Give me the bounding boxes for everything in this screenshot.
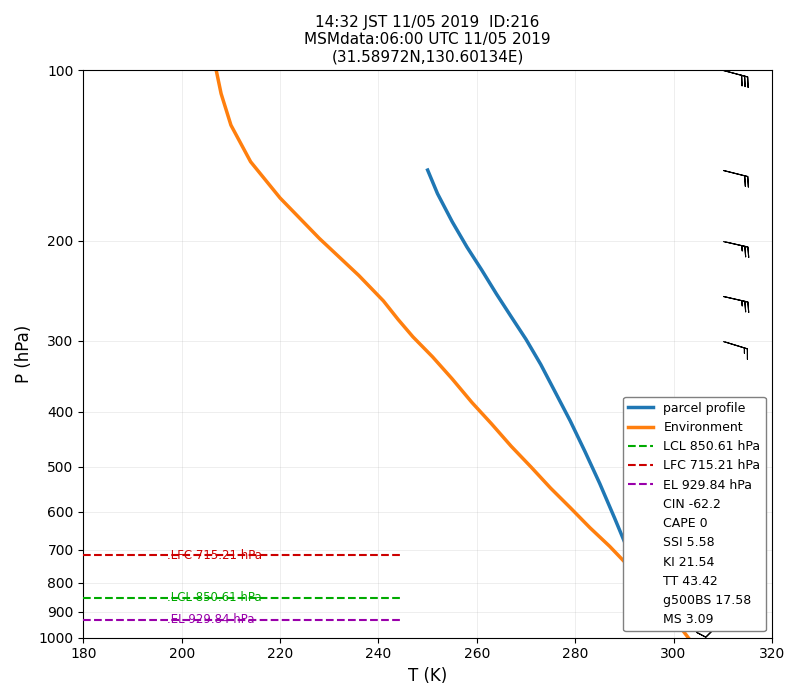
Legend: parcel profile, Environment, LCL 850.61 hPa, LFC 715.21 hPa, EL 929.84 hPa, CIN : parcel profile, Environment, LCL 850.61 … <box>623 397 766 631</box>
Text: .EL 929.84 hPa: .EL 929.84 hPa <box>167 613 254 626</box>
X-axis label: T (K): T (K) <box>408 667 447 685</box>
Text: .LFC 715.21 hPa: .LFC 715.21 hPa <box>167 549 262 561</box>
Text: .LCL 850.61 hPa: .LCL 850.61 hPa <box>167 592 262 604</box>
Title: 14:32 JST 11/05 2019  ID:216
MSMdata:06:00 UTC 11/05 2019
(31.58972N,130.60134E): 14:32 JST 11/05 2019 ID:216 MSMdata:06:0… <box>304 15 551 65</box>
Y-axis label: P (hPa): P (hPa) <box>15 325 33 383</box>
